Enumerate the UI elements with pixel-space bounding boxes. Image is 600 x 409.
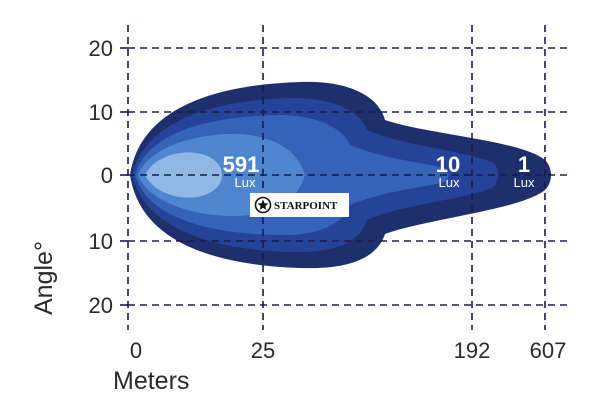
- star-icon: [257, 199, 269, 210]
- x-tick-label: 25: [251, 338, 275, 363]
- y-tick-label: 0: [101, 163, 113, 188]
- lux-unit-1: Lux: [514, 175, 535, 190]
- lux-label-591: 591: [223, 152, 260, 177]
- x-tick-label: 192: [454, 338, 491, 363]
- y-tick-label: 10: [89, 229, 113, 254]
- starpoint-logo: STARPOINT: [250, 193, 349, 217]
- x-tick-labels: 0 25 192 607: [130, 338, 566, 363]
- y-tick-label: 20: [89, 36, 113, 61]
- x-tick-label: 0: [130, 338, 142, 363]
- logo-text: STARPOINT: [274, 200, 338, 212]
- lux-unit-10: Lux: [439, 175, 460, 190]
- y-tick-labels: 20 10 0 10 20: [89, 36, 113, 318]
- x-axis-title: Meters: [113, 367, 189, 395]
- lux-label-1: 1: [518, 152, 530, 177]
- y-tick-marks: [120, 47, 128, 306]
- y-axis-title: Angle°: [30, 241, 58, 315]
- x-tick-label: 607: [530, 338, 567, 363]
- lux-labels: 591 Lux 10 Lux 1 Lux: [223, 152, 535, 190]
- y-tick-label: 20: [89, 293, 113, 318]
- star-icon-ring: [254, 196, 272, 214]
- lux-label-10: 10: [436, 152, 460, 177]
- lux-unit-591: Lux: [235, 175, 256, 190]
- y-tick-label: 10: [89, 100, 113, 125]
- beam-zone-hotspot: [145, 152, 222, 198]
- grid: [127, 25, 572, 330]
